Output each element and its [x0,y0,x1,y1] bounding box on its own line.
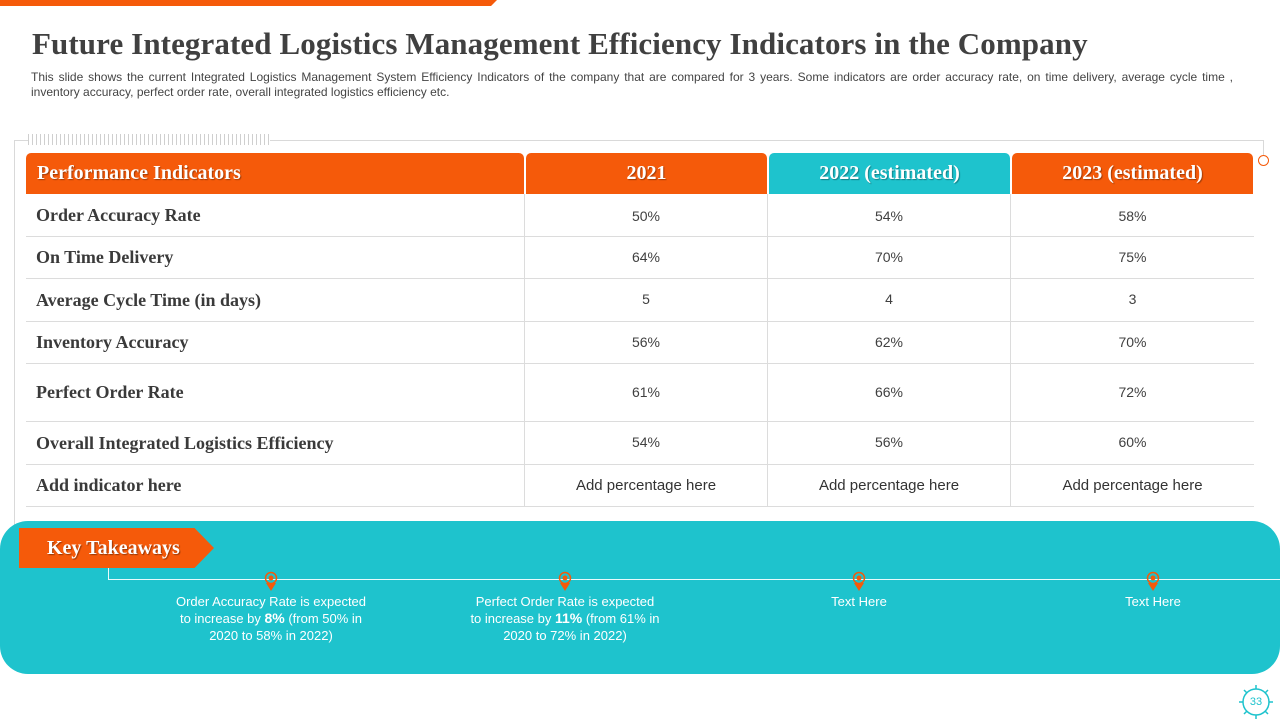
indicator-name: Order Accuracy Rate [26,194,525,236]
slide-subtitle: This slide shows the current Integrated … [31,70,1233,99]
frame-line [14,140,15,525]
decorative-hatch [28,134,270,145]
timeline-line [108,579,1280,580]
takeaway-text: Order Accuracy Rate is expected to incre… [175,594,367,643]
location-pin-icon [264,571,278,591]
takeaway-text: Text Here [1125,594,1181,609]
slide-title: Future Integrated Logistics Management E… [32,26,1088,61]
value-2021: 64% [525,237,768,278]
indicator-name: Inventory Accuracy [26,322,525,363]
header-2023: 2023 (estimated) [1012,153,1253,194]
indicator-name: Overall Integrated Logistics Efficiency [26,422,525,464]
value-2023: 72% [1118,384,1147,400]
header-2021: 2021 [526,153,767,194]
value-2023: 3 [1128,291,1137,307]
table-row: Order Accuracy Rate 50% 54% 58% [26,194,1254,237]
value-2023: 75% [1118,249,1147,265]
value-2022: 66% [768,364,1011,421]
value-2022: 4 [768,279,1011,321]
indicator-name: Add indicator here [26,465,525,506]
value-2021: 56% [525,322,768,363]
key-takeaways-label: Key Takeaways [19,528,214,568]
page-number: 33 [1249,696,1263,708]
value-2023: Add percentage here [1062,477,1203,494]
value-2021: 61% [525,364,768,421]
value-2021: 54% [525,422,768,464]
table-row: Add indicator here Add percentage here A… [26,465,1254,507]
indicator-name: On Time Delivery [26,237,525,278]
takeaway-text: Text Here [831,594,887,609]
table-row: Inventory Accuracy 56% 62% 70% [26,322,1254,364]
top-accent-bar [0,0,497,6]
table-row: Average Cycle Time (in days) 5 4 3 [26,279,1254,322]
indicator-name: Perfect Order Rate [26,364,525,421]
takeaway-text: Perfect Order Rate is expected to increa… [470,594,660,643]
header-performance-indicators: Performance Indicators [26,153,524,194]
gear-icon [1239,685,1273,719]
value-2022: 62% [768,322,1011,363]
key-takeaways-panel [0,521,1280,674]
value-2021: 5 [525,279,768,321]
location-pin-icon [1146,571,1160,591]
indicator-name: Average Cycle Time (in days) [26,279,525,321]
frame-line [14,140,1264,141]
table-row: On Time Delivery 64% 70% 75% [26,237,1254,279]
value-2023: 60% [1118,434,1147,450]
decorative-ring [1258,155,1269,166]
value-2022: Add percentage here [768,465,1011,506]
value-2021: Add percentage here [525,465,768,506]
location-pin-icon [852,571,866,591]
value-2023: 58% [1118,208,1147,224]
value-2021: 50% [525,194,768,236]
table-row: Perfect Order Rate 61% 66% 72% [26,364,1254,422]
value-2022: 70% [768,237,1011,278]
table-row: Overall Integrated Logistics Efficiency … [26,422,1254,465]
location-pin-icon [558,571,572,591]
connector-line [108,568,109,580]
value-2023: 70% [1118,334,1147,350]
value-2022: 54% [768,194,1011,236]
value-2022: 56% [768,422,1011,464]
header-2022: 2022 (estimated) [769,153,1010,194]
frame-line [1263,140,1264,155]
